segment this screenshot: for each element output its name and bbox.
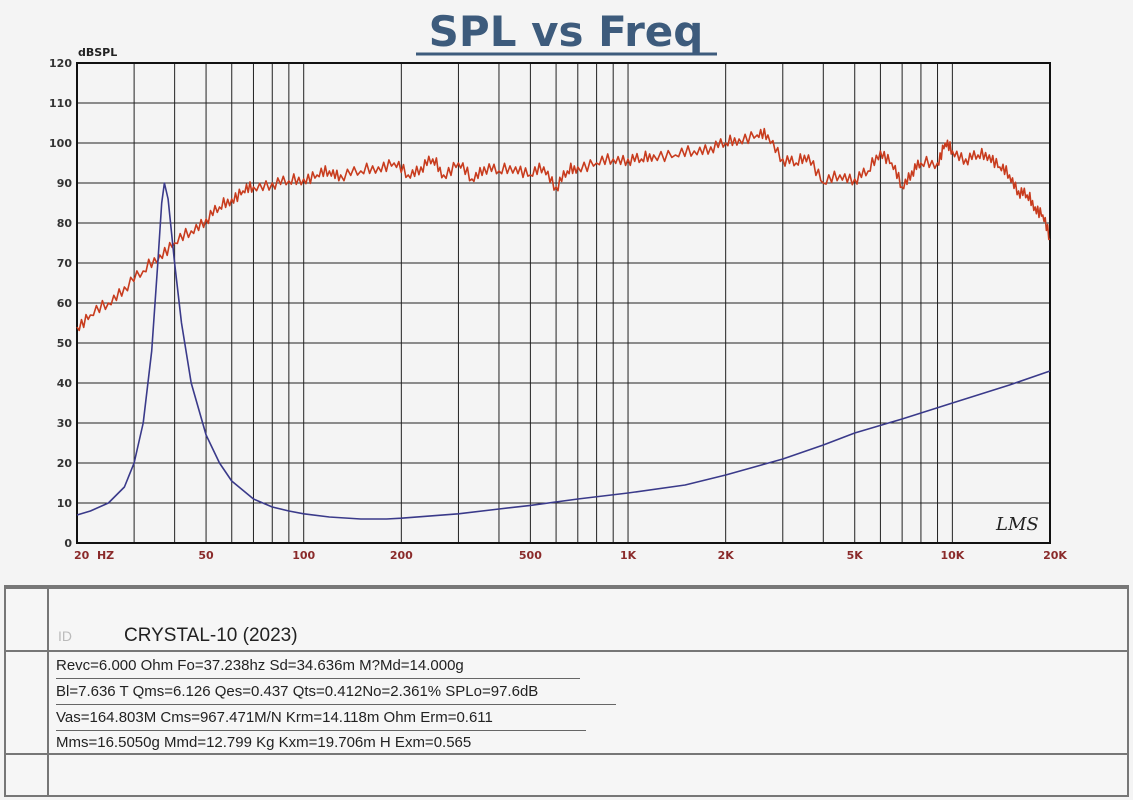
x-ticks: 20 HZ 50 100 200 500 1K 2K 5K 10K 20K xyxy=(74,549,1067,562)
param-line-2: Bl=7.636 T Qms=6.126 Qes=0.437 Qts=0.412… xyxy=(56,683,539,700)
param-rule-1 xyxy=(56,678,580,679)
x-tick-label: 50 xyxy=(198,549,214,562)
x-tick-label: 20K xyxy=(1043,549,1067,562)
x-tick-label: 500 xyxy=(519,549,542,562)
series-line-impedance xyxy=(76,182,1051,520)
series-line-spl xyxy=(76,127,1051,332)
y-tick-label: 10 xyxy=(57,497,73,510)
y-tick-label: 50 xyxy=(57,337,73,350)
y-tick-label: 100 xyxy=(49,137,72,150)
grid xyxy=(77,63,1050,543)
series xyxy=(76,127,1051,520)
y-tick-label: 20 xyxy=(57,457,73,470)
param-line-4: Mms=16.5050g Mmd=12.799 Kg Kxm=19.706m H… xyxy=(56,734,472,751)
y-ticks: 0 10 20 30 40 50 60 70 80 90 100 110 120 xyxy=(49,57,72,550)
model-prefix: ID xyxy=(58,628,72,644)
y-tick-label: 110 xyxy=(49,97,72,110)
model-name: CRYSTAL-10 (2023) xyxy=(124,625,298,646)
y-tick-label: 70 xyxy=(57,257,73,270)
x-tick-label: 1K xyxy=(620,549,637,562)
info-rule-bottom xyxy=(6,753,1127,755)
x-tick-label: 100 xyxy=(292,549,315,562)
info-rule-top xyxy=(6,587,1127,589)
y-tick-label: 90 xyxy=(57,177,73,190)
plot-frame xyxy=(76,62,1051,544)
x-tick-label: 5K xyxy=(847,549,864,562)
y-tick-label: 120 xyxy=(49,57,72,70)
y-axis-label: dBSPL xyxy=(78,46,117,59)
driver-info-panel: ID CRYSTAL-10 (2023) Revc=6.000 Ohm Fo=3… xyxy=(4,585,1129,797)
x-tick-label: 10K xyxy=(940,549,964,562)
param-rule-3 xyxy=(56,730,586,731)
x-tick-label: 200 xyxy=(390,549,413,562)
chart-title: SPL vs Freq xyxy=(429,7,704,56)
y-tick-label: 30 xyxy=(57,417,73,430)
info-rule-mid xyxy=(6,650,1127,652)
lms-logo: LMS xyxy=(995,514,1039,535)
x-tick-label: 20 HZ xyxy=(74,549,114,562)
y-tick-label: 60 xyxy=(57,297,73,310)
param-line-1: Revc=6.000 Ohm Fo=37.238hz Sd=34.636m M?… xyxy=(56,657,464,674)
param-line-3: Vas=164.803M Cms=967.471M/N Krm=14.118m … xyxy=(56,709,493,726)
info-divider xyxy=(47,587,49,795)
spl-chart: SPL vs Freq dBSPL 0 10 20 30 40 50 60 70 80 90 100… xyxy=(49,7,1067,562)
y-tick-label: 40 xyxy=(57,377,73,390)
x-tick-label: 2K xyxy=(718,549,735,562)
y-tick-label: 0 xyxy=(64,537,72,550)
param-rule-2 xyxy=(56,704,616,705)
y-tick-label: 80 xyxy=(57,217,73,230)
